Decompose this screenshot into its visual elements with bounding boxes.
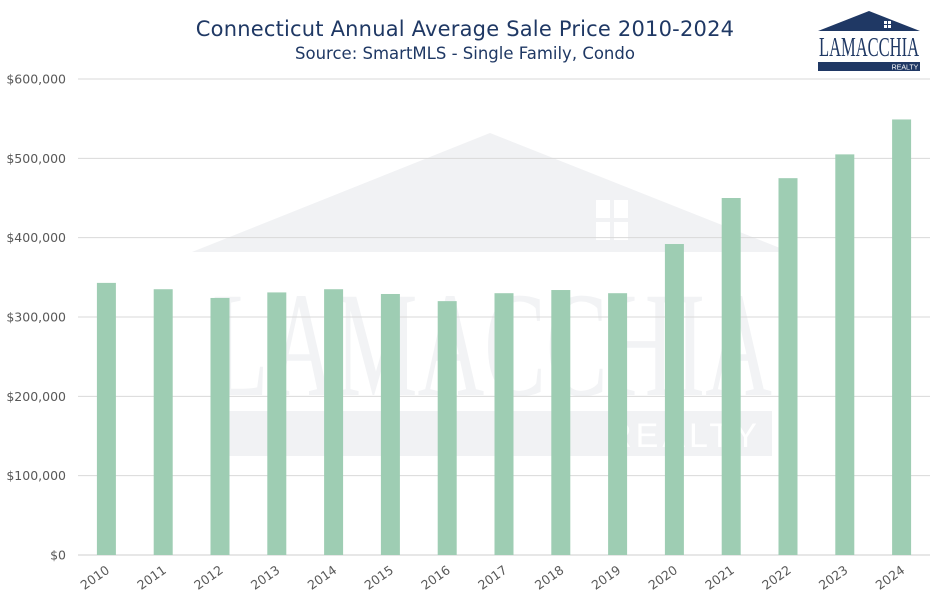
bars — [96, 119, 912, 556]
bar-2012 — [210, 297, 230, 555]
y-tick-label: $500,000 — [6, 151, 66, 166]
x-tick-label: 2024 — [873, 562, 908, 593]
y-tick-label: $600,000 — [6, 72, 66, 87]
bar-2020 — [664, 244, 684, 555]
chart-title: Connecticut Annual Average Sale Price 20… — [195, 17, 735, 41]
watermark-roof — [192, 133, 790, 252]
x-tick-label: 2017 — [475, 562, 510, 593]
x-tick-label: 2016 — [418, 562, 453, 593]
x-tick-label: 2015 — [361, 562, 396, 593]
bar-2016 — [437, 301, 457, 555]
x-tick-label: 2018 — [532, 562, 567, 593]
bar-2014 — [324, 289, 344, 555]
logo-brand: LAMACCHIA — [819, 32, 919, 62]
x-tick-label: 2014 — [305, 562, 340, 593]
y-tick-label: $0 — [50, 548, 66, 563]
x-tick-label: 2012 — [191, 562, 226, 593]
logo-band — [818, 62, 920, 71]
x-tick-label: 2022 — [759, 562, 794, 593]
bar-2018 — [551, 290, 571, 555]
lamacchia-logo: LAMACCHIA REALTY — [818, 11, 920, 72]
watermark-brand: LAMACCHIA — [212, 262, 772, 428]
bar-2013 — [267, 292, 287, 555]
x-axis: 2010 2011 2012 2013 2014 2015 2016 2017 2018 2019… — [77, 562, 907, 593]
y-tick-label: $100,000 — [6, 468, 66, 483]
x-tick-label: 2021 — [702, 562, 737, 593]
x-tick-label: 2011 — [134, 562, 169, 593]
x-tick-label: 2019 — [589, 562, 624, 593]
y-tick-label: $200,000 — [6, 389, 66, 404]
x-tick-label: 2010 — [77, 562, 112, 593]
bar-2019 — [608, 293, 628, 555]
bar-2010 — [96, 282, 116, 555]
bar-2011 — [153, 289, 173, 555]
logo-roof-icon — [818, 11, 920, 31]
bar-2015 — [380, 293, 400, 555]
x-tick-label: 2020 — [645, 562, 680, 593]
y-tick-label: $300,000 — [6, 310, 66, 325]
x-tick-label: 2013 — [248, 562, 283, 593]
x-tick-label: 2023 — [816, 562, 851, 593]
y-axis: $0 $100,000 $200,000 $300,000 $400,000 $500,0… — [6, 72, 66, 563]
bar-2023 — [835, 154, 855, 555]
bar-2022 — [778, 178, 798, 555]
y-tick-label: $400,000 — [6, 230, 66, 245]
bar-2021 — [721, 198, 741, 555]
chart-subtitle: Source: SmartMLS - Single Family, Condo — [295, 44, 635, 63]
bar-2024 — [892, 119, 912, 556]
bar-2017 — [494, 293, 514, 555]
logo-sub: REALTY — [892, 65, 919, 72]
